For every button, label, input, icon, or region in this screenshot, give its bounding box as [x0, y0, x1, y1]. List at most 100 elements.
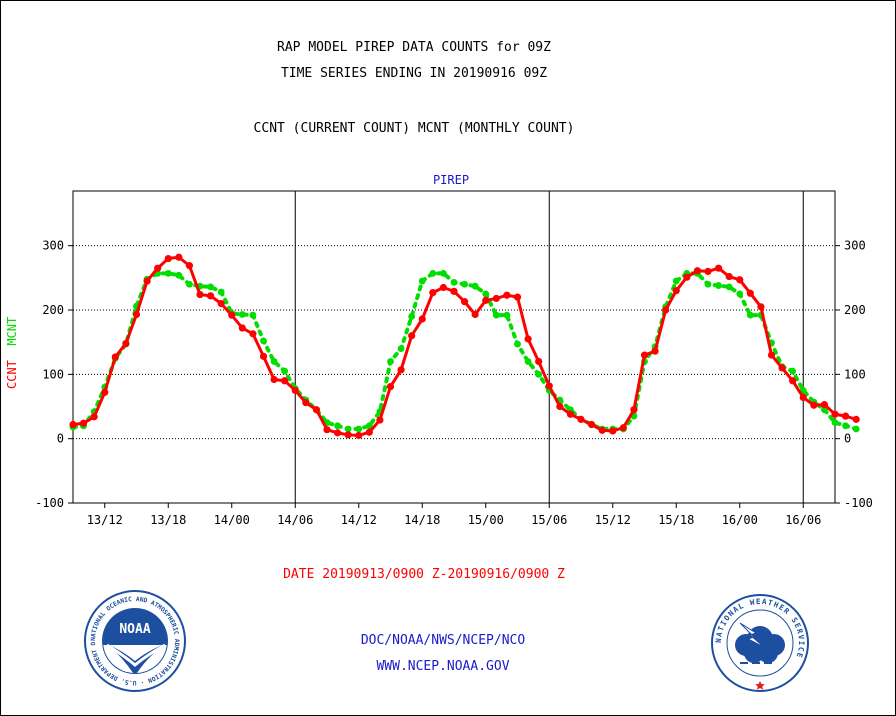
- data-point-ccnt: [228, 311, 236, 319]
- data-point-ccnt: [344, 431, 352, 439]
- data-point-ccnt: [333, 429, 342, 437]
- data-point-ccnt: [831, 410, 839, 418]
- y-tick-label: 100: [844, 367, 866, 381]
- data-point-ccnt: [513, 293, 522, 301]
- data-point-mcnt: [270, 358, 278, 365]
- data-point-mcnt: [461, 280, 468, 288]
- data-point-ccnt: [545, 382, 553, 390]
- x-tick-label: 16/06: [785, 513, 821, 527]
- data-point-mcnt: [175, 271, 183, 279]
- data-point-mcnt: [471, 282, 479, 290]
- noaa-wordmark: NOAA: [119, 622, 150, 637]
- data-point-ccnt: [725, 272, 733, 281]
- data-point-mcnt: [852, 425, 860, 433]
- date-range-label: DATE 20190913/0900 Z-20190916/0900 Z: [283, 567, 565, 582]
- y-tick-label: 200: [844, 303, 866, 317]
- data-point-mcnt: [524, 358, 532, 365]
- data-point-ccnt: [746, 289, 754, 297]
- website-credit: WWW.NCEP.NOAA.GOV: [376, 659, 510, 674]
- data-point-ccnt: [249, 330, 257, 338]
- data-point-ccnt: [365, 428, 373, 436]
- data-point-ccnt: [111, 353, 119, 361]
- data-point-mcnt: [217, 288, 225, 296]
- data-point-ccnt: [302, 399, 310, 407]
- data-point-mcnt: [281, 367, 289, 375]
- data-point-ccnt: [397, 366, 405, 374]
- y-tick-label: 100: [42, 367, 64, 381]
- data-point-ccnt: [524, 335, 532, 343]
- x-tick-label: 16/00: [722, 513, 758, 527]
- y-tick-label: 0: [57, 432, 64, 446]
- data-point-ccnt: [312, 406, 321, 414]
- plot-area: [72, 190, 836, 504]
- data-point-ccnt: [376, 416, 384, 424]
- nws-logo: NATIONAL WEATHER SERVICE: [711, 594, 809, 692]
- x-tick-label: 15/12: [595, 513, 631, 527]
- data-point-ccnt: [101, 388, 109, 396]
- data-point-ccnt: [259, 352, 268, 360]
- data-point-mcnt: [387, 358, 394, 365]
- data-point-ccnt: [662, 306, 670, 314]
- x-tick-label: 15/06: [531, 513, 567, 527]
- data-point-ccnt: [450, 287, 458, 295]
- organization-credit: DOC/NOAA/NWS/NCEP/NCO: [360, 633, 526, 648]
- y-tick-label: 200: [42, 303, 64, 317]
- data-point-ccnt: [683, 273, 691, 281]
- data-point-ccnt: [535, 357, 543, 366]
- data-point-mcnt: [334, 422, 341, 430]
- data-point-ccnt: [291, 386, 299, 395]
- data-point-mcnt: [355, 425, 363, 433]
- data-point-mcnt: [503, 311, 511, 319]
- data-point-ccnt: [69, 420, 77, 429]
- data-point-ccnt: [175, 253, 183, 261]
- axis-ticks: -100 -100 0 0 100 100 200 200 300 300 13/12 13/18 14…: [35, 239, 873, 527]
- data-point-mcnt: [365, 422, 373, 430]
- data-point-ccnt: [820, 400, 829, 409]
- data-point-ccnt: [503, 291, 511, 299]
- data-point-ccnt: [672, 287, 680, 295]
- data-point-mcnt: [238, 311, 246, 318]
- data-point-ccnt: [630, 406, 638, 414]
- data-point-ccnt: [429, 289, 437, 297]
- x-tick-label: 14/00: [214, 513, 250, 527]
- data-point-ccnt: [640, 351, 649, 359]
- x-tick-label: 14/18: [404, 513, 440, 527]
- data-point-ccnt: [281, 377, 289, 385]
- data-point-ccnt: [238, 324, 246, 332]
- data-point-mcnt: [260, 337, 267, 345]
- data-point-mcnt: [672, 277, 680, 285]
- chart-title: RAP MODEL PIREP DATA COUNTS for 09Z: [277, 40, 551, 55]
- data-point-ccnt: [206, 292, 215, 300]
- data-point-mcnt: [746, 311, 754, 319]
- data-point-mcnt: [429, 269, 437, 277]
- data-point-ccnt: [492, 294, 500, 303]
- data-point-ccnt: [556, 402, 564, 411]
- data-point-mcnt: [450, 278, 458, 286]
- data-point-ccnt: [323, 426, 331, 434]
- x-tick-label: 14/12: [341, 513, 377, 527]
- data-point-ccnt: [386, 382, 395, 391]
- x-tick-label: 15/18: [658, 513, 694, 527]
- data-point-mcnt: [440, 269, 447, 277]
- data-series: [69, 253, 860, 440]
- data-point-ccnt: [810, 401, 818, 409]
- data-point-mcnt: [736, 290, 744, 298]
- y-tick-label: 300: [42, 239, 64, 253]
- x-tick-label: 13/18: [150, 513, 186, 527]
- data-point-mcnt: [842, 422, 849, 430]
- data-point-ccnt: [714, 264, 723, 272]
- data-point-mcnt: [789, 367, 797, 375]
- day-boundary-lines: [294, 191, 804, 503]
- data-point-ccnt: [757, 303, 765, 311]
- data-point-ccnt: [587, 420, 596, 429]
- line-chart: -100 -100 0 0 100 100 200 200 300 300 13/12 13/18 14…: [35, 190, 873, 527]
- data-point-mcnt: [831, 419, 839, 426]
- data-point-ccnt: [598, 426, 606, 434]
- data-point-ccnt: [217, 299, 225, 308]
- data-point-mcnt: [535, 370, 543, 378]
- x-tick-label: 15/00: [468, 513, 504, 527]
- data-point-mcnt: [492, 311, 500, 319]
- data-point-ccnt: [90, 413, 98, 421]
- data-point-ccnt: [693, 267, 702, 275]
